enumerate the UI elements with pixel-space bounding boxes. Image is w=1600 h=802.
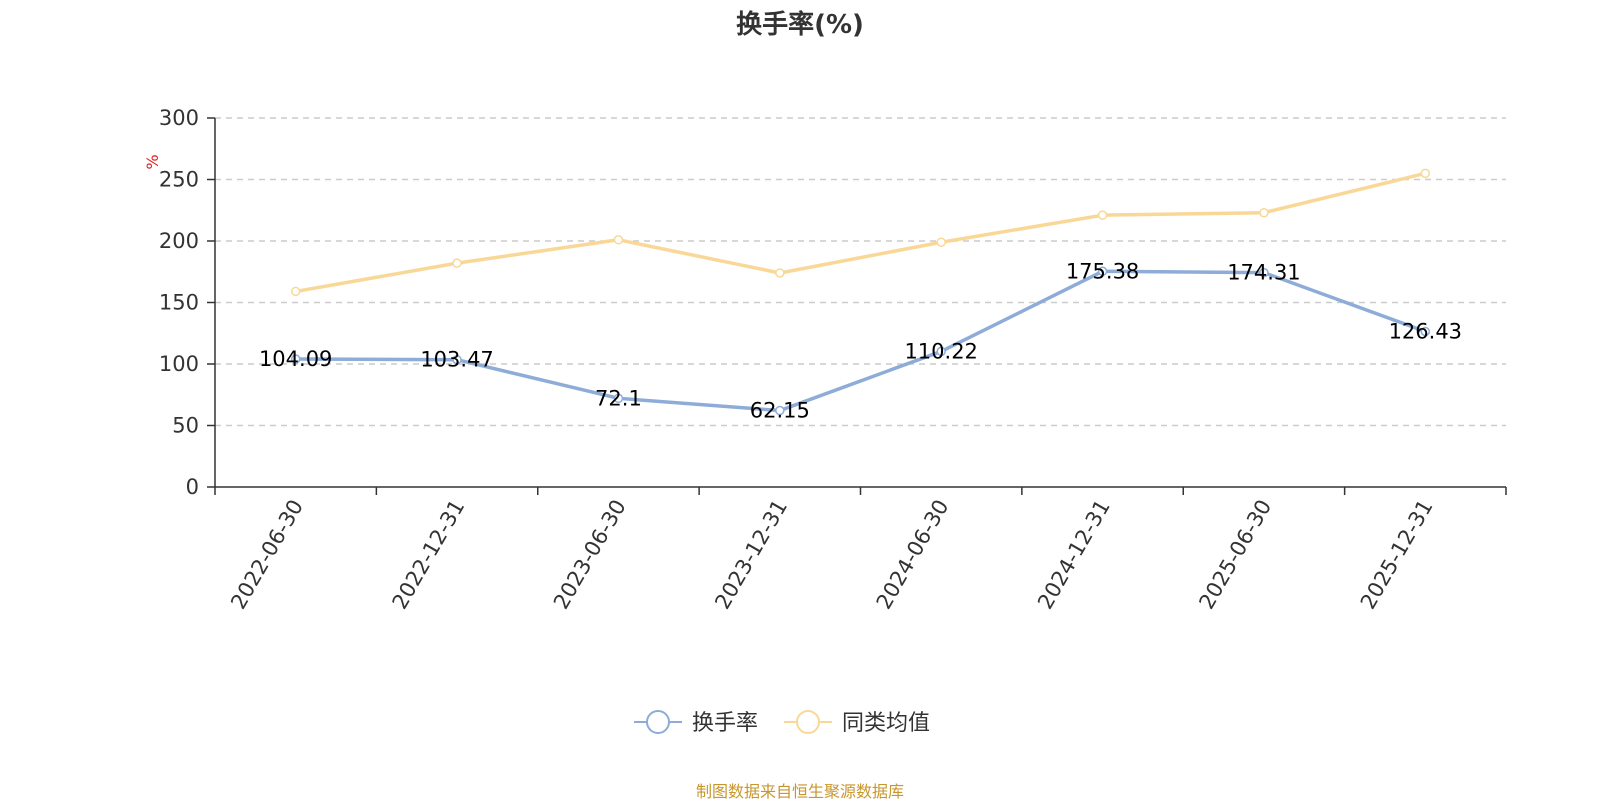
x-tick-label: 2025-12-31 (1356, 496, 1438, 614)
x-tick-label: 2023-12-31 (710, 496, 792, 614)
data-point[interactable] (1259, 207, 1269, 218)
data-label: 103.47 (420, 348, 493, 372)
data-point[interactable] (775, 268, 785, 278)
data-point[interactable] (1420, 168, 1431, 179)
data-point[interactable] (452, 354, 462, 365)
data-label: 110.22 (904, 339, 977, 363)
chart-title: 换手率(%) (736, 10, 864, 40)
data-point[interactable] (613, 235, 624, 245)
y-tick-label: 300 (159, 106, 199, 130)
data-point[interactable] (1097, 266, 1108, 277)
data-label: 104.09 (259, 347, 332, 371)
x-tick-label: 2024-06-30 (872, 496, 954, 614)
x-tick-label: 2022-06-30 (226, 496, 308, 614)
data-point[interactable] (936, 346, 946, 357)
x-tick-label: 2025-06-30 (1194, 496, 1276, 614)
data-point[interactable] (290, 354, 301, 364)
legend-item-label[interactable]: 换手率 (692, 711, 758, 736)
y-tick-label: 50 (172, 414, 199, 438)
data-point[interactable] (1259, 267, 1269, 278)
y-tick-label: 250 (159, 168, 199, 192)
axes (214, 118, 1506, 488)
y-axis-unit-label: % (143, 154, 162, 169)
data-label: 175.38 (1066, 259, 1139, 283)
data-labels: 104.09 103.47 72.1 62.15 110.22 175.38 174.31 1… (259, 259, 1462, 422)
y-tick-label: 200 (159, 229, 199, 253)
data-label: 72.1 (595, 386, 642, 410)
y-tick-label: 100 (159, 352, 199, 376)
x-axis-ticks: 2022-06-30 2022-12-31 2023-06-30 2023-12-31… (214, 487, 1507, 614)
data-point[interactable] (290, 286, 301, 297)
data-point[interactable] (936, 237, 946, 247)
data-label: 126.43 (1389, 319, 1462, 343)
legend-item-label[interactable]: 同类均值 (842, 711, 930, 736)
series-line (295, 269, 1426, 413)
data-label: 174.31 (1227, 261, 1300, 285)
series-group (290, 168, 1431, 416)
y-tick-label: 0 (186, 475, 199, 499)
legend[interactable]: 换手率 同类均值 (634, 710, 930, 736)
data-label: 62.15 (750, 399, 810, 423)
data-point[interactable] (1097, 210, 1108, 220)
source-footnote: 制图数据来自恒生聚源数据库 (695, 782, 904, 801)
data-point[interactable] (452, 258, 462, 268)
data-point[interactable] (613, 393, 624, 404)
x-tick-label: 2022-12-31 (388, 496, 470, 614)
legend-marker-icon (646, 710, 670, 734)
y-tick-label: 150 (159, 291, 199, 315)
data-point[interactable] (775, 405, 785, 416)
series-line (295, 171, 1426, 294)
y-axis-ticks: 0 50 100 150 200 250 300 (159, 106, 215, 499)
x-tick-label: 2024-12-31 (1033, 496, 1115, 614)
legend-marker-icon (796, 710, 820, 734)
x-tick-label: 2023-06-30 (549, 496, 631, 614)
data-point[interactable] (1420, 326, 1431, 337)
